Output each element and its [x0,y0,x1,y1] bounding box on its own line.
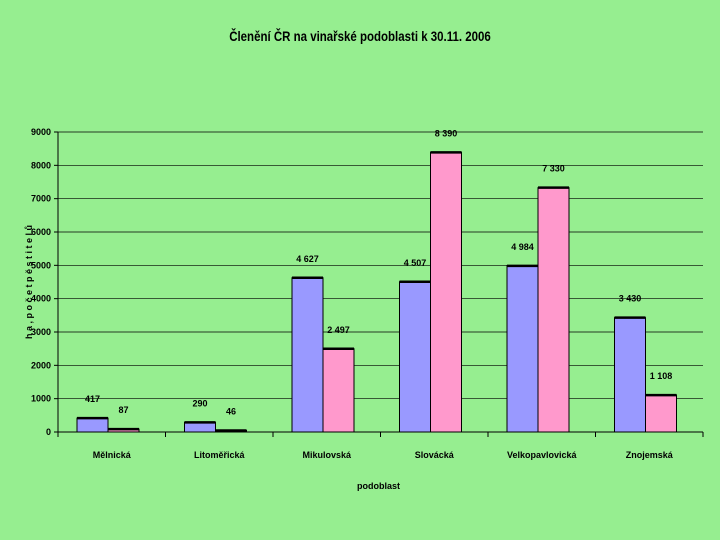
bar [322,348,355,433]
x-tick-label: Slovácká [415,450,455,460]
bar [399,281,431,433]
y-tick-label: 0 [46,427,51,437]
bar [430,151,462,433]
y-tick-label: 7000 [31,194,51,204]
x-tick-label: Mělnická [93,450,132,460]
chart-title: Členění ČR na vinařské podoblasti k 30.1… [229,28,491,44]
data-label: 8 390 [435,128,458,138]
bar [184,421,216,433]
data-label: 4 627 [296,254,319,264]
y-axis-title: h a , p o č e t p ě s t i t e l ů [24,225,34,339]
bar [76,417,109,433]
y-tick-label: 6000 [31,227,51,237]
data-label: 87 [118,405,128,415]
axes [54,131,704,437]
x-axis-title: podoblast [357,481,400,491]
y-tick-label: 8000 [31,160,51,170]
data-label: 4 507 [404,258,427,268]
bar [291,277,324,433]
data-label: 4 984 [511,242,534,252]
bar [614,317,646,433]
x-tick-label: Velkopavlovická [507,450,578,460]
y-tick-label: 9000 [31,127,51,137]
bar [537,187,570,433]
labels: 0 1000 2000 3000 4000 5000 6000 7000 8000 9000 Měl… [31,127,674,460]
data-label: 290 [192,398,207,408]
x-tick-label: Znojemská [626,450,674,460]
y-tick-label: 4000 [31,294,51,304]
data-label: 1 108 [650,371,673,381]
gridlines [58,131,703,400]
bars [76,151,677,433]
data-label: 2 497 [327,325,350,335]
x-tick-label: Litoměřická [194,450,246,460]
x-tick-label: Mikulovská [302,450,352,460]
bar [506,265,539,433]
y-tick-label: 5000 [31,260,51,270]
data-label: 417 [85,394,100,404]
y-tick-label: 1000 [31,394,51,404]
bar [645,394,677,433]
data-label: 3 430 [619,294,642,304]
data-label: 46 [226,406,236,416]
y-tick-label: 3000 [31,327,51,337]
y-tick-label: 2000 [31,360,51,370]
data-label: 7 330 [542,164,565,174]
